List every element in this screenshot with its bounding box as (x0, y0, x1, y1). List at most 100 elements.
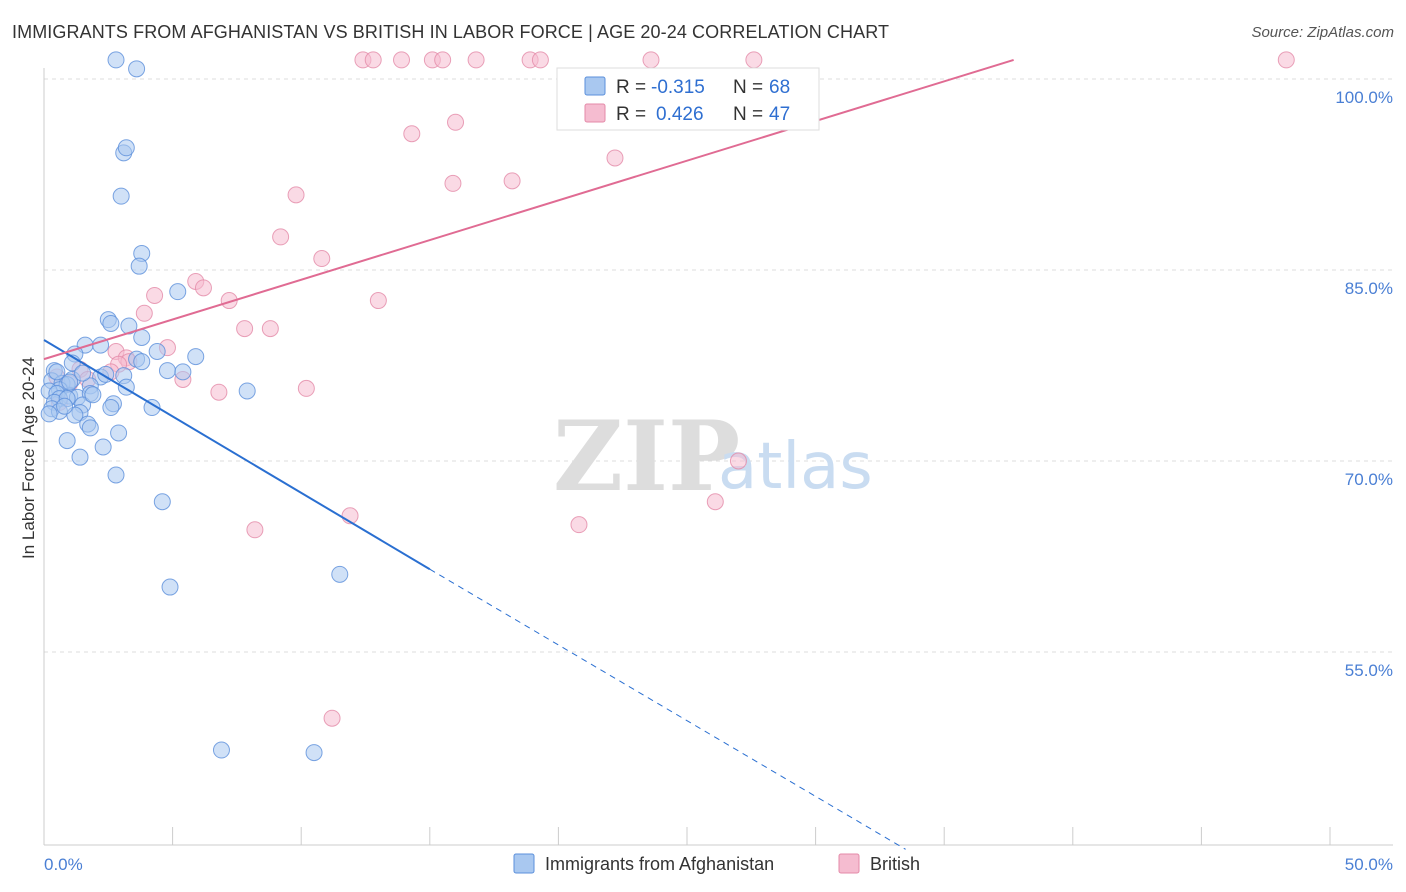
british-point-24 (135, 304, 153, 322)
afghanistan-point-66 (74, 364, 92, 382)
afghanistan-points (40, 51, 349, 762)
axes (43, 68, 1393, 846)
legend-swatch-british (584, 103, 606, 123)
british-trend-line (43, 58, 1014, 361)
afghanistan-point-44 (143, 399, 161, 417)
x-tick-labels: 0.0% 50.0% (44, 855, 1393, 874)
british-point-18 (313, 250, 331, 268)
afghanistan-point-67 (48, 363, 66, 381)
series-legend-label-afghanistan: Immigrants from Afghanistan (545, 854, 774, 874)
british-point-38 (297, 379, 315, 397)
british-point-22 (369, 292, 387, 310)
source-label: Source: ZipAtlas.com (1251, 24, 1394, 41)
british-point-16 (287, 186, 305, 204)
legend-r-label-afghanistan: R = (616, 77, 646, 98)
afghanistan-point-7 (169, 283, 187, 301)
afghanistan-point-58 (331, 565, 349, 583)
legend-r-label-british: R = (616, 104, 646, 125)
afghanistan-point-15 (148, 342, 166, 360)
british-point-7 (531, 51, 549, 69)
british-point-41 (729, 452, 747, 470)
british-point-1 (364, 51, 382, 69)
trend-lines (43, 58, 1014, 850)
british-point-12 (447, 113, 465, 131)
legend-swatch-afghanistan (584, 76, 606, 96)
afghanistan-point-6 (130, 257, 148, 275)
series-legend-swatch-british (838, 853, 860, 874)
british-point-10 (1277, 51, 1295, 69)
british-point-13 (606, 149, 624, 167)
afghanistan-point-59 (161, 578, 179, 596)
legend-n-value-british: 47 (769, 104, 790, 125)
grid-lines (44, 78, 1393, 653)
afghanistan-point-57 (153, 493, 171, 511)
british-point-39 (210, 383, 228, 401)
afghanistan-point-10 (120, 317, 138, 335)
afghanistan-point-21 (174, 363, 192, 381)
afghanistan-point-4 (112, 187, 130, 205)
afghanistan-point-3 (117, 139, 135, 157)
afghanistan-point-16 (187, 348, 205, 366)
series-legend-label-british: British (870, 854, 920, 874)
afghanistan-point-60 (212, 741, 230, 759)
x-tick-label-max: 50.0% (1345, 855, 1393, 874)
british-point-5 (467, 51, 485, 69)
afghanistan-point-52 (110, 424, 128, 442)
british-point-8 (642, 51, 660, 69)
afghanistan-point-18 (133, 353, 151, 371)
afghanistan-point-53 (58, 432, 76, 450)
british-point-21 (146, 286, 164, 304)
afghanistan-point-11 (133, 328, 151, 346)
british-point-45 (246, 521, 264, 539)
afghanistan-trend-line (43, 339, 431, 571)
british-point-46 (323, 709, 341, 727)
afghanistan-point-65 (56, 397, 74, 415)
afghanistan-point-51 (81, 419, 99, 437)
afghanistan-point-20 (158, 362, 176, 380)
british-point-42 (706, 493, 724, 511)
british-point-20 (194, 279, 212, 297)
legend-n-label-british: N = (733, 104, 763, 125)
british-point-2 (393, 51, 411, 69)
british-point-14 (444, 174, 462, 192)
afghanistan-point-49 (40, 405, 58, 423)
british-point-17 (272, 228, 290, 246)
legend-r-value-british: 0.426 (656, 104, 704, 125)
watermark-zip: ZIP (553, 400, 740, 513)
y-tick-label-85: 85.0% (1345, 279, 1393, 298)
afghanistan-point-0 (107, 51, 125, 69)
y-tick-labels: 55.0% 70.0% 85.0% 100.0% (1335, 88, 1393, 680)
legend-r-value-afghanistan: -0.315 (651, 77, 705, 98)
afghanistan-point-36 (238, 382, 256, 400)
afghanistan-point-63 (84, 386, 102, 404)
british-points (48, 51, 1295, 727)
british-point-25 (236, 320, 254, 338)
afghanistan-point-62 (61, 373, 79, 391)
stats-legend: R = -0.315 N = 68 R = 0.426 N = 47 (556, 67, 820, 131)
y-tick-label-100: 100.0% (1335, 88, 1393, 107)
series-legend: Immigrants from Afghanistan British (513, 853, 920, 874)
british-point-11 (403, 125, 421, 143)
afghanistan-point-9 (102, 314, 120, 332)
british-point-15 (503, 172, 521, 190)
afghanistan-point-56 (107, 466, 125, 484)
y-tick-label-70: 70.0% (1345, 470, 1393, 489)
british-point-9 (745, 51, 763, 69)
chart-title: IMMIGRANTS FROM AFGHANISTAN VS BRITISH I… (12, 22, 890, 42)
afghanistan-point-61 (305, 744, 323, 762)
series-legend-swatch-afghanistan (513, 853, 535, 874)
afghanistan-point-54 (94, 438, 112, 456)
afghanistan-trend-extension (429, 568, 906, 850)
afghanistan-point-1 (128, 60, 146, 78)
y-axis-title: In Labor Force | Age 20-24 (19, 357, 38, 559)
x-tick-label-min: 0.0% (44, 855, 83, 874)
legend-n-value-afghanistan: 68 (769, 77, 790, 98)
british-point-26 (261, 320, 279, 338)
afghanistan-point-42 (102, 399, 120, 417)
legend-n-label-afghanistan: N = (733, 77, 763, 98)
afghanistan-point-55 (71, 448, 89, 466)
british-point-44 (570, 516, 588, 534)
british-point-4 (434, 51, 452, 69)
y-tick-label-55: 55.0% (1345, 661, 1393, 680)
